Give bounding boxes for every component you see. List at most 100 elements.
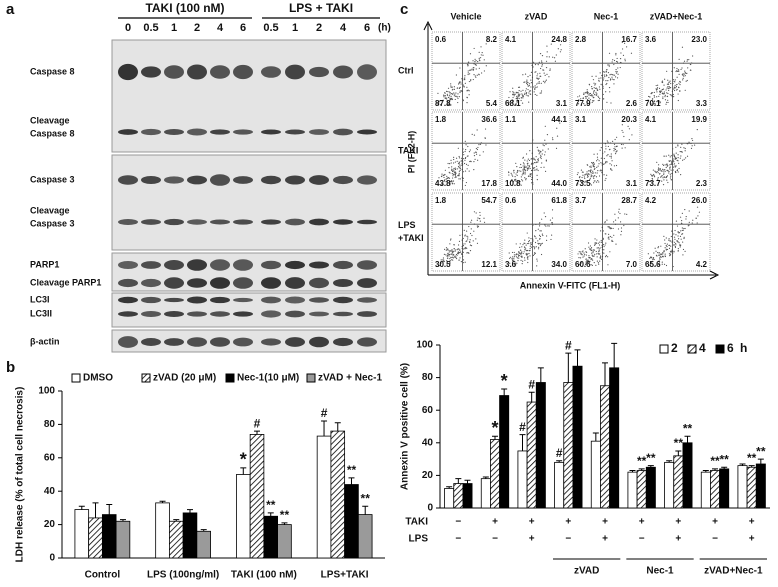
dot bbox=[538, 242, 540, 245]
dot bbox=[540, 60, 543, 62]
dot bbox=[678, 167, 680, 170]
dot bbox=[551, 234, 553, 236]
dot bbox=[537, 169, 539, 172]
dot bbox=[545, 235, 548, 237]
dot bbox=[452, 175, 454, 177]
dot bbox=[658, 252, 660, 254]
dot bbox=[597, 89, 599, 91]
dot bbox=[542, 149, 544, 151]
blot-band bbox=[141, 278, 161, 288]
dot bbox=[593, 90, 595, 92]
blot-band bbox=[210, 219, 230, 225]
dot bbox=[440, 259, 442, 261]
blot-band bbox=[357, 297, 377, 303]
dot bbox=[515, 173, 517, 175]
dot bbox=[590, 248, 592, 250]
dot bbox=[528, 242, 530, 245]
quadrant-value: 68.1 bbox=[505, 99, 521, 108]
error-bar bbox=[446, 486, 453, 489]
dot bbox=[618, 211, 620, 213]
blot-band bbox=[141, 128, 161, 136]
blot-band bbox=[210, 259, 230, 271]
y-tick-label: 60 bbox=[422, 405, 434, 416]
significance: ** bbox=[756, 444, 766, 458]
dot bbox=[453, 248, 455, 250]
dot bbox=[549, 68, 551, 70]
dot bbox=[540, 253, 543, 256]
dot bbox=[679, 157, 681, 159]
dot bbox=[446, 248, 448, 250]
dot bbox=[540, 90, 543, 92]
dot bbox=[595, 181, 598, 183]
dot bbox=[537, 78, 539, 80]
dot bbox=[514, 179, 516, 181]
dot bbox=[446, 175, 448, 177]
dot bbox=[592, 176, 594, 178]
dot bbox=[453, 244, 455, 246]
dot bbox=[456, 160, 458, 162]
dot bbox=[531, 157, 533, 160]
dot bbox=[559, 44, 562, 46]
bar bbox=[572, 365, 583, 509]
dot bbox=[580, 181, 583, 183]
dot bbox=[596, 160, 598, 162]
dot bbox=[483, 217, 485, 219]
dot bbox=[668, 247, 671, 249]
dot bbox=[543, 72, 545, 74]
dot bbox=[553, 57, 556, 59]
dot bbox=[681, 227, 683, 229]
dot bbox=[462, 84, 465, 86]
dot bbox=[597, 262, 600, 264]
dot bbox=[690, 147, 693, 149]
y-tick-label: 20 bbox=[422, 470, 434, 481]
dot bbox=[656, 96, 658, 98]
quadrant-value: 3.6 bbox=[645, 35, 657, 44]
dot bbox=[459, 167, 461, 170]
dot bbox=[675, 85, 678, 88]
dot bbox=[684, 70, 686, 72]
dot bbox=[524, 173, 526, 175]
dot bbox=[673, 161, 675, 163]
dot bbox=[515, 256, 518, 258]
dot bbox=[522, 171, 525, 173]
dot bbox=[455, 157, 458, 159]
dot bbox=[450, 181, 453, 183]
blot-band bbox=[333, 128, 353, 136]
dot bbox=[582, 250, 584, 252]
dot bbox=[475, 147, 477, 150]
bar bbox=[535, 382, 546, 509]
dot bbox=[530, 169, 533, 172]
dot bbox=[463, 229, 465, 231]
dot bbox=[662, 253, 664, 255]
dot bbox=[469, 232, 472, 235]
dot bbox=[459, 234, 461, 236]
dot bbox=[532, 167, 535, 169]
dot bbox=[482, 54, 484, 56]
dot bbox=[666, 246, 668, 248]
dot bbox=[528, 168, 530, 170]
dot bbox=[678, 231, 681, 234]
dot bbox=[673, 158, 675, 160]
dot bbox=[521, 263, 523, 265]
dot bbox=[593, 182, 595, 184]
dot bbox=[556, 135, 559, 137]
dot bbox=[666, 70, 668, 72]
dot bbox=[656, 101, 658, 103]
time-label: 0.5 bbox=[263, 22, 278, 34]
dot bbox=[520, 166, 523, 169]
dot bbox=[675, 244, 677, 246]
dot bbox=[529, 248, 531, 250]
dot bbox=[458, 178, 460, 180]
dot bbox=[673, 88, 675, 90]
group-label: zVAD+Nec-1 bbox=[704, 566, 763, 577]
time-label: 6 bbox=[240, 22, 246, 34]
dot bbox=[589, 182, 591, 185]
dot bbox=[451, 259, 453, 261]
dot bbox=[684, 227, 686, 230]
dot bbox=[529, 150, 531, 152]
dot bbox=[469, 160, 471, 163]
blot-band bbox=[309, 218, 329, 226]
dot bbox=[541, 65, 543, 67]
dot bbox=[469, 73, 471, 75]
dot bbox=[449, 92, 451, 94]
